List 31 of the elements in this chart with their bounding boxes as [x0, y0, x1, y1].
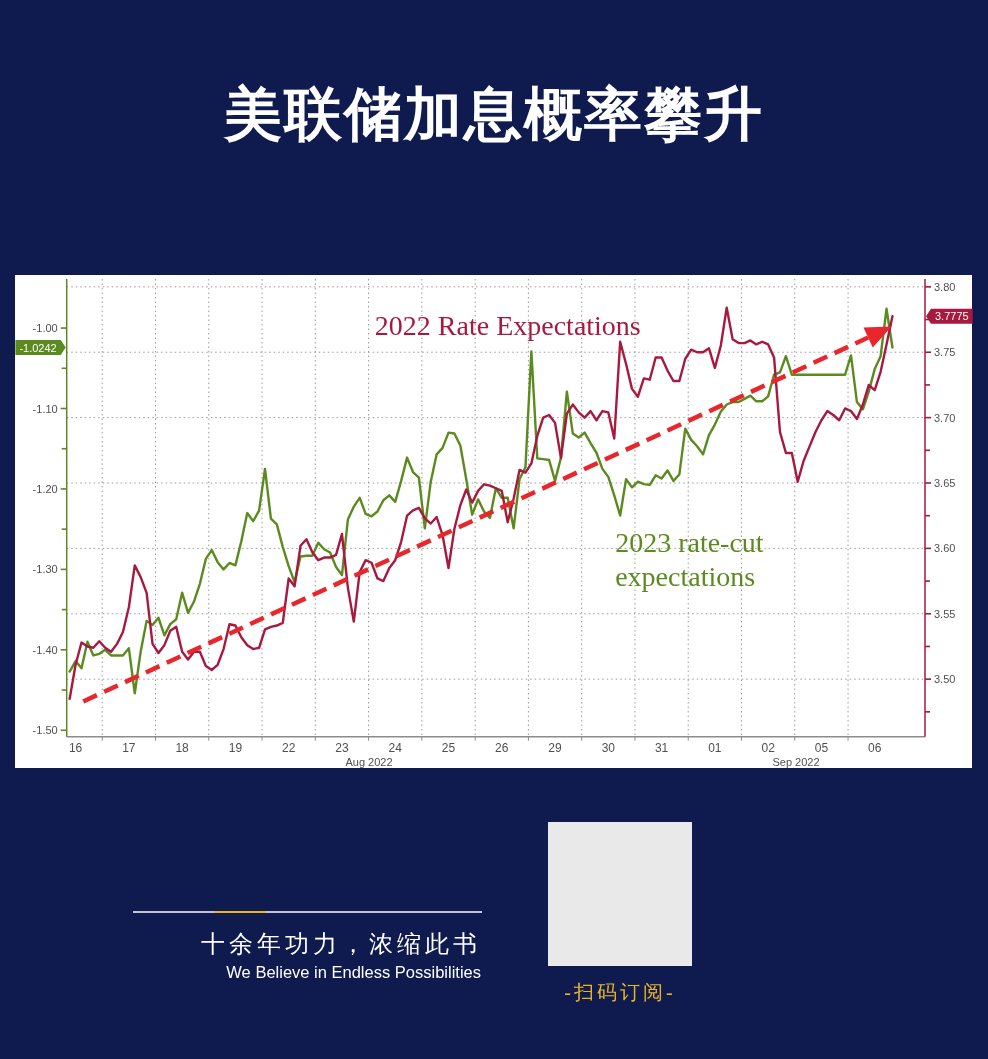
x-tick-label: 31 [654, 740, 669, 755]
y-tick-label: -1.20 [32, 482, 58, 495]
y-tick-label: -1.40 [32, 643, 58, 656]
y2-tick-label: 3.75 [934, 346, 956, 359]
x-tick-label: 05 [814, 740, 829, 755]
y-tick-label: -1.00 [32, 322, 58, 335]
y2-tick-label: 3.50 [934, 673, 956, 686]
x-tick-label: 22 [281, 740, 296, 755]
y2-tick-label: 3.70 [934, 411, 956, 424]
x-tick-label: 18 [175, 740, 190, 755]
x-tick-label: 17 [122, 740, 136, 755]
x-tick-label: 06 [868, 740, 882, 755]
x-tick-label: 19 [228, 740, 243, 755]
y2-tick-label: 3.65 [934, 477, 956, 489]
x-tick-label: 25 [441, 740, 456, 755]
x-tick-label: 26 [495, 740, 509, 755]
y2-tick-label: 3.55 [934, 607, 956, 620]
x-tick-label: 16 [68, 740, 83, 755]
y-tick-label: -1.30 [32, 563, 58, 576]
y2-tick-label: 3.60 [934, 542, 956, 555]
chart: 16 17 18 19 22 23 24 25 26 29 30 31 01 02 05 06 -1.50 -1.40 -1.30 -1.20 -1.10 -1.00 3.50 3.55 3.60 3.65 3.70 3.75 3.80 2022 Rate Expectations 2023 rate-cut expectations 3.7775 -1.0242 Aug 2022 Sep 2022 [15, 275, 973, 768]
x-tick-label: 01 [708, 740, 722, 755]
x-tick-label: 29 [548, 740, 563, 755]
x-tick-label: 24 [388, 740, 403, 755]
y2-tick-label: 3.80 [934, 280, 956, 293]
y-tick-label: -1.50 [32, 724, 58, 737]
x-tick-label: 30 [601, 740, 616, 755]
x-tick-label: 02 [761, 740, 776, 755]
y-tick-label: -1.10 [32, 402, 58, 415]
title: 美联储加息概率攀升 [224, 80, 764, 148]
x-tick-label: 23 [335, 740, 349, 755]
